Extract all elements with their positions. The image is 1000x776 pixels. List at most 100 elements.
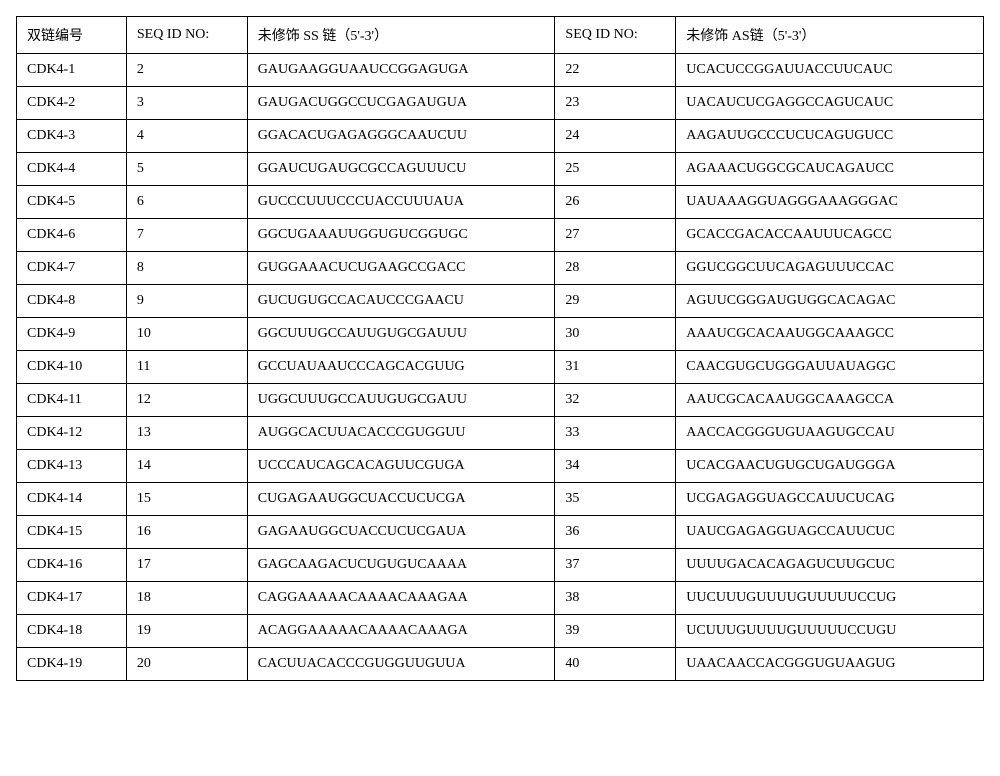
col-header-ss-strand: 未修饰 SS 链（5'-3'） [247, 17, 555, 54]
table-cell: AGAAACUGGCGCAUCAGAUCC [676, 153, 984, 186]
table-cell: UCUUUGUUUUGUUUUUCCUGU [676, 615, 984, 648]
table-cell: UAACAACCACGGGUGUAAGUG [676, 648, 984, 681]
table-cell: UGGCUUUGCCAUUGUGCGAUU [247, 384, 555, 417]
table-cell: 39 [555, 615, 676, 648]
table-cell: CDK4-3 [17, 120, 127, 153]
table-cell: 22 [555, 54, 676, 87]
table-row: CDK4-1819ACAGGAAAAACAAAACAAAGA39UCUUUGUU… [17, 615, 984, 648]
table-cell: CDK4-19 [17, 648, 127, 681]
table-row: CDK4-1314UCCCAUCAGCACAGUUCGUGA34UCACGAAC… [17, 450, 984, 483]
table-row: CDK4-1213AUGGCACUUACACCCGUGGUU33AACCACGG… [17, 417, 984, 450]
table-cell: CDK4-5 [17, 186, 127, 219]
table-cell: UCACGAACUGUGCUGAUGGGA [676, 450, 984, 483]
table-cell: AAGAUUGCCCUCUCAGUGUCC [676, 120, 984, 153]
table-cell: 19 [126, 615, 247, 648]
table-cell: CUGAGAAUGGCUACCUCUCGA [247, 483, 555, 516]
col-header-seqid-ss: SEQ ID NO: [126, 17, 247, 54]
table-header-row: 双链编号 SEQ ID NO: 未修饰 SS 链（5'-3'） SEQ ID N… [17, 17, 984, 54]
table-cell: UUCUUUGUUUUGUUUUUCCUG [676, 582, 984, 615]
table-cell: GAUGACUGGCCUCGAGAUGUA [247, 87, 555, 120]
table-cell: GGUCGGCUUCAGAGUUUCCAC [676, 252, 984, 285]
table-cell: 36 [555, 516, 676, 549]
table-cell: CDK4-8 [17, 285, 127, 318]
table-row: CDK4-12GAUGAAGGUAAUCCGGAGUGA22UCACUCCGGA… [17, 54, 984, 87]
table-row: CDK4-45GGAUCUGAUGCGCCAGUUUCU25AGAAACUGGC… [17, 153, 984, 186]
table-cell: 13 [126, 417, 247, 450]
table-cell: 20 [126, 648, 247, 681]
table-cell: CDK4-10 [17, 351, 127, 384]
table-cell: CDK4-2 [17, 87, 127, 120]
table-cell: 40 [555, 648, 676, 681]
table-cell: 29 [555, 285, 676, 318]
table-row: CDK4-1718CAGGAAAAACAAAACAAAGAA38UUCUUUGU… [17, 582, 984, 615]
table-cell: CDK4-17 [17, 582, 127, 615]
table-cell: GAGCAAGACUCUGUGUCAAAA [247, 549, 555, 582]
table-row: CDK4-1516GAGAAUGGCUACCUCUCGAUA36UAUCGAGA… [17, 516, 984, 549]
col-header-duplex-id: 双链编号 [17, 17, 127, 54]
table-cell: 14 [126, 450, 247, 483]
col-header-as-strand: 未修饰 AS链（5'-3'） [676, 17, 984, 54]
table-cell: CDK4-9 [17, 318, 127, 351]
table-cell: CDK4-14 [17, 483, 127, 516]
table-row: CDK4-910GGCUUUGCCAUUGUGCGAUUU30AAAUCGCAC… [17, 318, 984, 351]
table-row: CDK4-23GAUGACUGGCCUCGAGAUGUA23UACAUCUCGA… [17, 87, 984, 120]
table-cell: UUUUGACACAGAGUCUUGCUC [676, 549, 984, 582]
table-cell: UCCCAUCAGCACAGUUCGUGA [247, 450, 555, 483]
table-row: CDK4-1920CACUUACACCCGUGGUUGUUA40UAACAACC… [17, 648, 984, 681]
col-header-seqid-as: SEQ ID NO: [555, 17, 676, 54]
table-cell: 38 [555, 582, 676, 615]
table-cell: 12 [126, 384, 247, 417]
table-cell: GGAUCUGAUGCGCCAGUUUCU [247, 153, 555, 186]
table-cell: 10 [126, 318, 247, 351]
table-row: CDK4-1011GCCUAUAAUCCCAGCACGUUG31CAACGUGC… [17, 351, 984, 384]
table-cell: ACAGGAAAAACAAAACAAAGA [247, 615, 555, 648]
table-cell: 15 [126, 483, 247, 516]
table-cell: 4 [126, 120, 247, 153]
table-cell: AGUUCGGGAUGUGGCACAGAC [676, 285, 984, 318]
table-cell: CDK4-6 [17, 219, 127, 252]
table-cell: CACUUACACCCGUGGUUGUUA [247, 648, 555, 681]
table-cell: UACAUCUCGAGGCCAGUCAUC [676, 87, 984, 120]
table-cell: 9 [126, 285, 247, 318]
table-cell: CAGGAAAAACAAAACAAAGAA [247, 582, 555, 615]
sequence-table: 双链编号 SEQ ID NO: 未修饰 SS 链（5'-3'） SEQ ID N… [16, 16, 984, 681]
table-cell: CDK4-16 [17, 549, 127, 582]
table-cell: 17 [126, 549, 247, 582]
table-body: CDK4-12GAUGAAGGUAAUCCGGAGUGA22UCACUCCGGA… [17, 54, 984, 681]
table-cell: 31 [555, 351, 676, 384]
table-cell: GUCUGUGCCACAUCCCGAACU [247, 285, 555, 318]
table-cell: CDK4-13 [17, 450, 127, 483]
table-row: CDK4-78GUGGAAACUCUGAAGCCGACC28GGUCGGCUUC… [17, 252, 984, 285]
table-cell: CDK4-4 [17, 153, 127, 186]
table-cell: GCCUAUAAUCCCAGCACGUUG [247, 351, 555, 384]
table-cell: 27 [555, 219, 676, 252]
table-row: CDK4-34GGACACUGAGAGGGCAAUCUU24AAGAUUGCCC… [17, 120, 984, 153]
table-row: CDK4-1617GAGCAAGACUCUGUGUCAAAA37UUUUGACA… [17, 549, 984, 582]
table-cell: GCACCGACACCAAUUUCAGCC [676, 219, 984, 252]
table-row: CDK4-67GGCUGAAAUUGGUGUCGGUGC27GCACCGACAC… [17, 219, 984, 252]
table-cell: 30 [555, 318, 676, 351]
table-cell: 35 [555, 483, 676, 516]
table-cell: GUCCCUUUCCCUACCUUUAUA [247, 186, 555, 219]
table-cell: 11 [126, 351, 247, 384]
table-cell: CDK4-11 [17, 384, 127, 417]
table-cell: 34 [555, 450, 676, 483]
table-cell: GGCUUUGCCAUUGUGCGAUUU [247, 318, 555, 351]
table-cell: UAUAAAGGUAGGGAAAGGGAC [676, 186, 984, 219]
table-cell: 32 [555, 384, 676, 417]
table-cell: GUGGAAACUCUGAAGCCGACC [247, 252, 555, 285]
table-cell: GGACACUGAGAGGGCAAUCUU [247, 120, 555, 153]
table-cell: 3 [126, 87, 247, 120]
table-cell: 5 [126, 153, 247, 186]
table-cell: CDK4-1 [17, 54, 127, 87]
table-cell: 2 [126, 54, 247, 87]
table-cell: 24 [555, 120, 676, 153]
table-cell: AUGGCACUUACACCCGUGGUU [247, 417, 555, 450]
table-cell: CDK4-15 [17, 516, 127, 549]
table-cell: UCGAGAGGUAGCCAUUCUCAG [676, 483, 984, 516]
table-cell: 6 [126, 186, 247, 219]
table-cell: UAUCGAGAGGUAGCCAUUCUC [676, 516, 984, 549]
table-cell: CAACGUGCUGGGAUUAUAGGC [676, 351, 984, 384]
table-cell: CDK4-18 [17, 615, 127, 648]
table-cell: 33 [555, 417, 676, 450]
